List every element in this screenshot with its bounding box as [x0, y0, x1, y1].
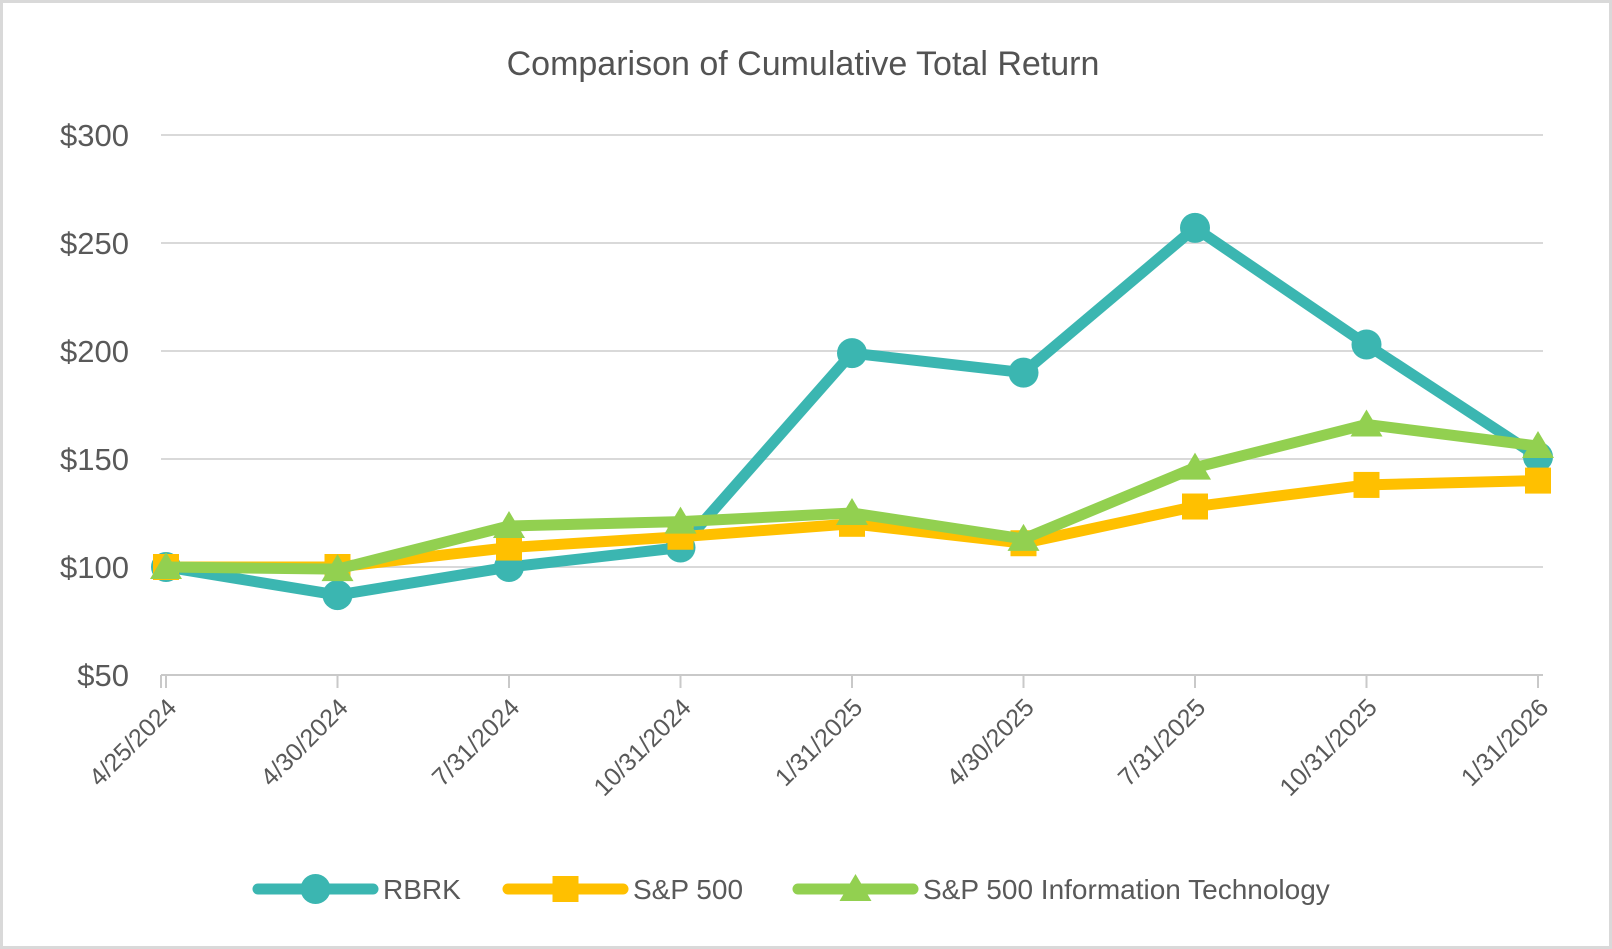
x-axis-tick-label: 1/31/2025 — [770, 693, 868, 791]
data-point-marker — [1180, 212, 1210, 243]
series-rbrk — [151, 212, 1553, 611]
x-axis-tick-label: 1/31/2026 — [1456, 693, 1554, 791]
legend: RBRK S&P 500 S&P 500 Information Technolog… — [252, 874, 1330, 905]
x-axis-tick-label: 7/31/2025 — [1113, 693, 1211, 791]
y-axis-tick-label: $200 — [60, 334, 129, 369]
x-axis-tick-label: 4/30/2024 — [255, 693, 354, 792]
data-point-marker — [150, 552, 182, 579]
series-line — [160, 418, 1544, 575]
data-point-marker — [1007, 523, 1040, 551]
series-line — [160, 222, 1544, 601]
data-point-marker — [493, 510, 525, 538]
data-point-marker — [1351, 329, 1382, 360]
data-point-marker — [837, 338, 867, 369]
x-axis-tick-label: 10/31/2025 — [1274, 693, 1382, 801]
y-axis-tick-label: $250 — [60, 226, 129, 261]
x-axis-tick-label: 4/25/2024 — [84, 693, 183, 792]
x-axis-tick-label: 7/31/2024 — [427, 693, 526, 792]
series-s-p-500-information-technology — [150, 409, 1554, 582]
data-point-marker — [496, 534, 522, 561]
data-point-marker — [1350, 409, 1383, 437]
data-point-marker — [1525, 467, 1551, 494]
data-point-marker — [1522, 431, 1554, 459]
y-axis-tick-label: $50 — [77, 658, 129, 693]
legend-item: RBRK — [252, 874, 461, 905]
legend-swatch-marker — [552, 876, 579, 902]
data-point-marker — [1179, 452, 1211, 480]
chart-title: Comparison of Cumulative Total Return — [507, 45, 1100, 83]
x-axis-tick-label: 10/31/2024 — [588, 693, 696, 801]
legend-label: RBRK — [383, 874, 461, 905]
y-axis-tick-label: $150 — [60, 442, 129, 477]
data-point-marker — [1182, 493, 1208, 520]
legend-item: S&P 500 — [502, 874, 743, 905]
x-axis-tick-label: 4/30/2025 — [941, 693, 1039, 791]
legend-item: S&P 500 Information Technology — [792, 874, 1330, 905]
data-point-marker — [1008, 357, 1039, 388]
y-axis-labels: $300 $250 $200 $150 $100 $50 — [60, 118, 129, 693]
x-axis-line — [160, 674, 1543, 688]
data-point-marker — [322, 580, 353, 611]
data-series — [150, 212, 1554, 611]
y-axis-tick-label: $300 — [60, 118, 129, 153]
data-point-marker — [321, 554, 354, 582]
legend-label: S&P 500 — [633, 874, 743, 905]
data-point-marker — [664, 506, 697, 534]
legend-swatch-marker — [300, 874, 331, 904]
data-point-marker — [1353, 471, 1380, 498]
legend-label: S&P 500 Information Technology — [923, 874, 1330, 905]
x-axis-labels: 4/25/2024 4/30/2024 7/31/2024 10/31/2024 1/3… — [84, 693, 1554, 801]
data-point-marker — [836, 498, 868, 525]
legend-swatch-marker — [839, 874, 872, 901]
cumulative-total-return-chart: Comparison of Cumulative Total Return $3… — [60, 45, 1554, 905]
y-axis-tick-label: $100 — [60, 550, 129, 585]
